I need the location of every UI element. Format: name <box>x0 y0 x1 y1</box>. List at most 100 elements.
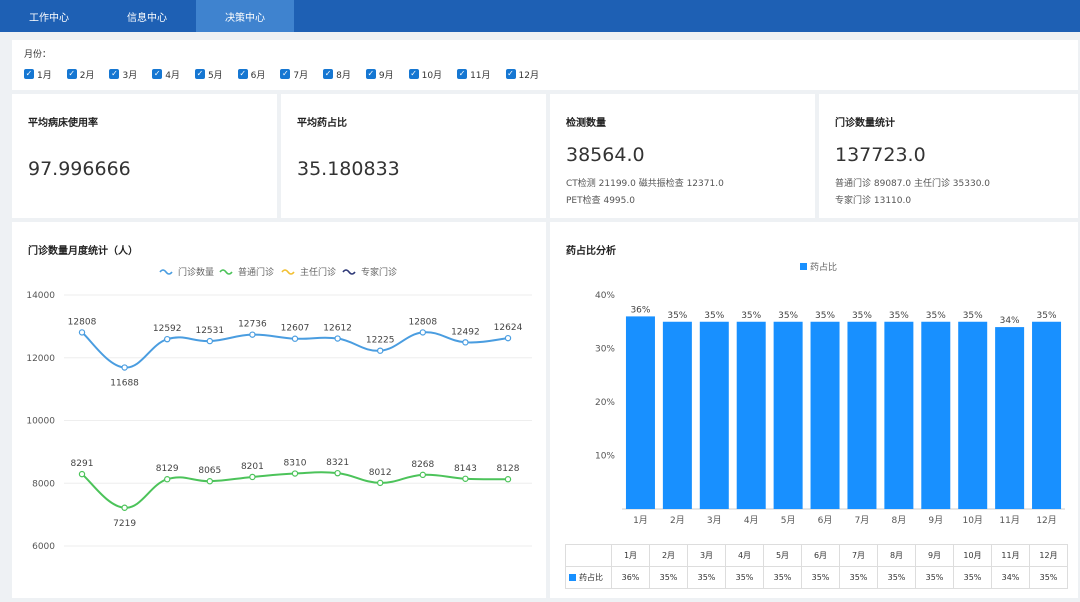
data-point <box>121 364 128 371</box>
x-tick-label: 12月 <box>1036 515 1056 526</box>
table-header-cell: 7月 <box>839 544 878 567</box>
month-checkbox-label: 12月 <box>518 70 539 81</box>
data-label: 8128 <box>497 464 520 474</box>
tab-work-center[interactable]: 工作中心 <box>29 12 69 24</box>
checkbox-checked-icon[interactable]: ✓ <box>194 69 205 79</box>
kpi-card-outpatient: 门诊数量统计 137723.0 普通门诊 89087.0 主任门诊 35330.… <box>819 94 1078 218</box>
kpi-card-tests: 检测数量 38564.0 CT检测 21199.0 磁共振检查 12371.0 … <box>550 94 815 218</box>
series-line-normal <box>81 471 509 509</box>
table-value-cell: 35% <box>1029 566 1068 589</box>
data-label: 8291 <box>71 459 94 469</box>
y-tick-label: 30% <box>595 345 615 355</box>
month-checkbox[interactable]: ✓ 5月 <box>194 68 223 81</box>
table-value-cell: 34% <box>991 566 1030 589</box>
legend-swatch <box>219 269 233 275</box>
data-label: 8129 <box>156 464 179 474</box>
data-point <box>206 337 213 345</box>
month-filter-label: 月份： <box>24 50 52 60</box>
checkbox-checked-icon[interactable]: ✓ <box>323 69 334 79</box>
checkbox-checked-icon[interactable]: ✓ <box>280 69 291 79</box>
bar-value-label: 35% <box>778 311 798 321</box>
x-tick-label: 9月 <box>928 515 943 526</box>
x-tick-label: 10月 <box>962 515 982 526</box>
kpi-title: 检测数量 <box>566 118 606 129</box>
legend-swatch <box>159 269 173 275</box>
data-label: 12624 <box>494 323 523 333</box>
data-label: 8143 <box>454 464 477 474</box>
checkbox-checked-icon[interactable]: ✓ <box>237 69 248 79</box>
month-checkbox-label: 1月 <box>37 70 52 81</box>
month-checkbox[interactable]: ✓ 10月 <box>408 68 442 81</box>
checkbox-checked-icon[interactable]: ✓ <box>109 69 120 79</box>
tab-info-center[interactable]: 信息中心 <box>127 12 167 24</box>
table-value-cell: 35% <box>763 566 802 589</box>
checkbox-checked-icon[interactable]: ✓ <box>408 69 419 79</box>
month-checkbox[interactable]: ✓ 8月 <box>323 68 351 81</box>
data-point <box>462 339 469 346</box>
checkbox-checked-icon[interactable]: ✓ <box>24 69 34 79</box>
checkbox-checked-icon[interactable]: ✓ <box>505 69 516 79</box>
bar-value-label: 35% <box>667 311 687 321</box>
checkbox-checked-icon[interactable]: ✓ <box>365 69 376 79</box>
x-tick-label: 6月 <box>818 515 833 526</box>
checkbox-checked-icon[interactable]: ✓ <box>457 69 468 79</box>
y-tick-label: 12000 <box>26 354 55 364</box>
tab-decision-center[interactable]: 决策中心 <box>196 0 294 32</box>
table-value-cell: 35% <box>915 566 954 589</box>
month-checkbox[interactable]: ✓ 3月 <box>109 68 137 81</box>
table-corner-cell <box>565 544 612 567</box>
panel-title: 门诊数量月度统计（人） <box>28 246 138 257</box>
data-point <box>462 475 469 482</box>
data-point <box>163 476 171 483</box>
data-label: 12225 <box>366 336 395 346</box>
legend-label: 主任门诊 <box>300 266 336 278</box>
month-checkbox[interactable]: ✓ 12月 <box>505 68 539 81</box>
y-tick-label: 8000 <box>32 479 55 489</box>
bar-value-label: 35% <box>815 311 835 321</box>
data-point <box>334 335 341 342</box>
month-checkbox-label: 3月 <box>122 70 138 81</box>
bar <box>810 321 840 509</box>
data-point <box>377 479 384 487</box>
x-tick-label: 2月 <box>670 515 685 526</box>
month-checkbox[interactable]: ✓ 9月 <box>365 68 394 81</box>
table-header-cell: 6月 <box>801 544 840 567</box>
data-point <box>249 331 256 338</box>
month-checkbox[interactable]: ✓ 2月 <box>66 68 95 81</box>
month-checkbox[interactable]: ✓ 7月 <box>280 68 308 81</box>
table-header-cell: 2月 <box>649 544 688 567</box>
bar <box>921 321 951 509</box>
data-point <box>206 478 213 485</box>
month-checkbox-label: 9月 <box>378 70 394 81</box>
table-header-cell: 8月 <box>877 544 916 567</box>
x-tick-label: 7月 <box>855 515 870 526</box>
checkbox-checked-icon[interactable]: ✓ <box>152 69 163 79</box>
month-checkbox[interactable]: ✓ 4月 <box>152 68 180 81</box>
bar <box>662 321 692 509</box>
legend-swatch <box>342 269 356 275</box>
table-header-cell: 12月 <box>1029 544 1068 567</box>
checkbox-checked-icon[interactable]: ✓ <box>66 69 77 79</box>
bar-value-label: 35% <box>704 311 724 321</box>
data-point <box>504 476 512 483</box>
bar <box>773 321 803 509</box>
month-checkbox-label: 4月 <box>165 70 180 81</box>
month-checkbox-label: 2月 <box>79 70 95 81</box>
data-label: 12612 <box>323 324 352 334</box>
data-label: 12592 <box>153 324 182 334</box>
month-checkbox-label: 5月 <box>207 70 223 81</box>
table-value-cell: 36% <box>611 566 650 589</box>
bar-value-label: 34% <box>1000 316 1020 326</box>
x-tick-label: 4月 <box>744 515 759 526</box>
bar <box>699 321 729 509</box>
month-checkbox[interactable]: ✓ 6月 <box>237 68 265 81</box>
data-point <box>291 470 299 477</box>
kpi-title: 门诊数量统计 <box>835 118 895 129</box>
table-value-cell: 35% <box>953 566 992 589</box>
table-header-cell: 3月 <box>687 544 726 567</box>
x-tick-label: 8月 <box>892 515 907 526</box>
month-checkbox[interactable]: ✓ 11月 <box>457 68 491 81</box>
month-checkbox-label: 11月 <box>470 70 491 81</box>
y-tick-label: 14000 <box>26 291 55 301</box>
month-checkbox[interactable]: ✓ 1月 <box>24 68 52 81</box>
